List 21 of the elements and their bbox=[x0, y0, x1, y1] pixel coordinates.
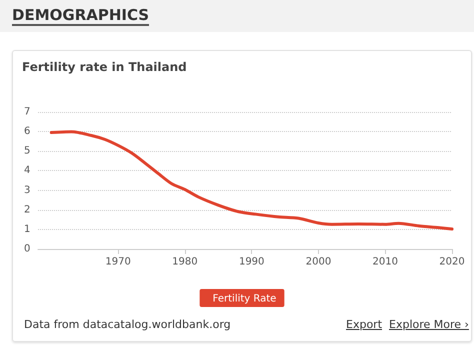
text: Explore More › bbox=[389, 318, 469, 331]
y-tick-label: 0 bbox=[24, 244, 30, 254]
y-tick-label: 7 bbox=[24, 106, 30, 118]
x-tick-label: 2010 bbox=[372, 256, 398, 268]
x-tick-label: 2020 bbox=[439, 256, 465, 268]
y-tick-label: 5 bbox=[24, 146, 30, 157]
y-tick-label: 3 bbox=[24, 184, 30, 196]
x-tick-label: 1990 bbox=[238, 256, 264, 268]
text: DEMOGRAPHICS bbox=[12, 6, 150, 26]
x-tick-label: 1980 bbox=[172, 256, 198, 268]
y-tick-label: 6 bbox=[24, 126, 30, 138]
line-series bbox=[50, 130, 454, 231]
x-tick-label: 1970 bbox=[105, 256, 131, 268]
chart-title: Fertility rate in Thailand bbox=[22, 60, 187, 74]
y-tick-label: 2 bbox=[24, 204, 30, 216]
y-tick-label: 4 bbox=[24, 165, 30, 176]
y-tick-label: 1 bbox=[24, 224, 30, 235]
text: Export bbox=[346, 318, 382, 331]
x-tick-label: 2000 bbox=[306, 256, 332, 268]
text: Fertility Rate bbox=[212, 294, 276, 304]
text: Data from datacatalog.worldbank.org bbox=[24, 318, 231, 331]
